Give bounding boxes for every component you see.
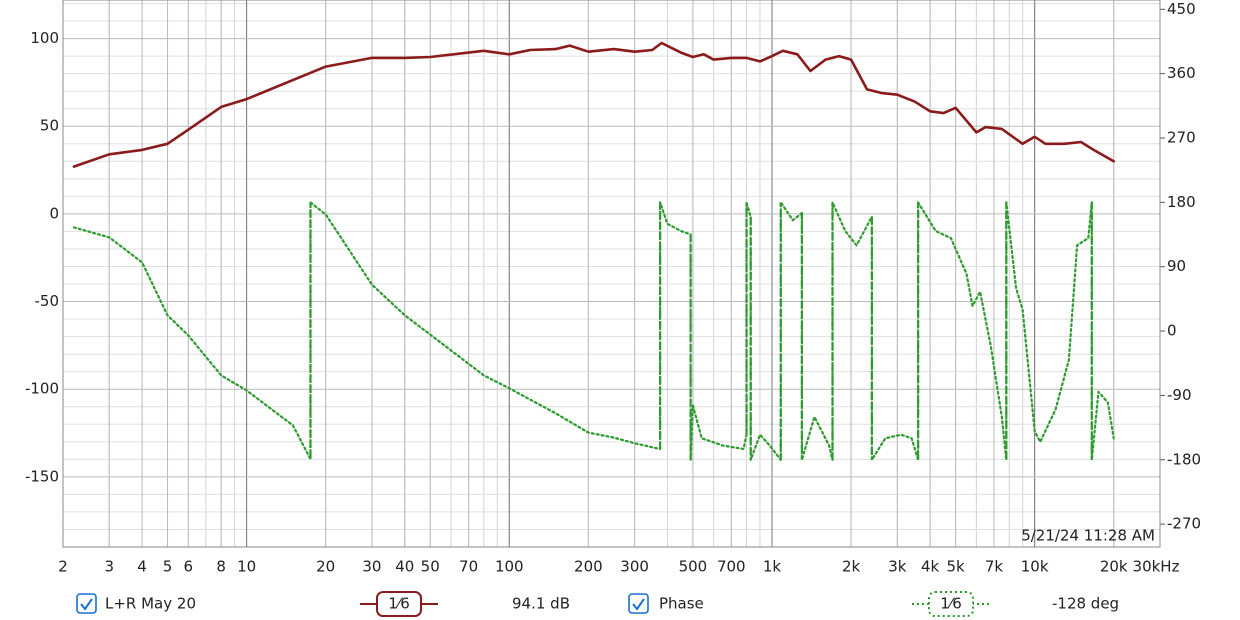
x-tick-label: 30kHz <box>1133 558 1180 576</box>
x-tick-label: 10k <box>1021 558 1049 576</box>
x-tick-label: 6 <box>184 558 194 576</box>
x-tick-label: 100 <box>495 558 524 576</box>
legend-label: Phase <box>659 595 704 613</box>
y2-tick-label: -180 <box>1167 450 1201 468</box>
x-tick-label: 8 <box>216 558 226 576</box>
y-tick-label: 50 <box>40 117 59 135</box>
x-tick-label: 500 <box>679 558 708 576</box>
x-tick-label: 2 <box>58 558 68 576</box>
x-tick-label: 4 <box>137 558 147 576</box>
y2-tick-label: 270 <box>1167 129 1196 147</box>
y-tick-label: -50 <box>35 292 60 310</box>
x-tick-label: 20 <box>316 558 335 576</box>
y2-tick-label: 90 <box>1167 257 1186 275</box>
legend-entry[interactable]: L+R May 20 1⁄6 94.1 dB <box>76 591 570 617</box>
legend-check <box>632 598 645 611</box>
y-tick-label: -100 <box>25 380 59 398</box>
plot-frame <box>62 0 1161 548</box>
legend-checkbox <box>76 593 97 614</box>
y2-tick-label: 450 <box>1167 0 1196 18</box>
x-tick-label: 40 <box>395 558 414 576</box>
x-tick-label: 10 <box>237 558 256 576</box>
y2-tick-label: -270 <box>1167 515 1201 533</box>
legend-readout: -128 deg <box>1052 595 1119 613</box>
x-tick-label: 200 <box>574 558 603 576</box>
x-tick-label: 7k <box>985 558 1004 576</box>
x-tick-label: 1k <box>763 558 782 576</box>
x-tick-label: 70 <box>459 558 478 576</box>
y-tick-label: 100 <box>30 29 59 47</box>
y-tick-label: -150 <box>25 467 59 485</box>
x-tick-label: 700 <box>717 558 746 576</box>
x-tick-label: 5k <box>946 558 965 576</box>
legend-checkbox <box>628 593 649 614</box>
legend-smoothing-box <box>376 591 422 617</box>
legend-check <box>80 598 93 611</box>
x-tick-label: 30 <box>362 558 381 576</box>
y-tick-label: 0 <box>49 204 59 222</box>
timestamp: 5/21/24 11:28 AM <box>1021 527 1155 545</box>
x-tick-label: 50 <box>421 558 440 576</box>
y2-tick-label: -90 <box>1167 386 1192 404</box>
y2-tick-label: 360 <box>1167 64 1196 82</box>
phase-line <box>72 201 1115 461</box>
x-tick-label: 20k <box>1100 558 1128 576</box>
spl-line <box>72 41 1115 168</box>
legend-readout: 94.1 dB <box>512 595 570 613</box>
legend-smoothing-box <box>928 591 974 617</box>
legend-smoothing: 1⁄6 <box>388 595 410 613</box>
legend-smoothing: 1⁄6 <box>940 595 962 613</box>
x-tick-label: 4k <box>921 558 940 576</box>
x-tick-label: 5 <box>163 558 173 576</box>
x-tick-label: 2k <box>842 558 861 576</box>
y2-tick-label: 180 <box>1167 193 1196 211</box>
x-tick-label: 300 <box>620 558 649 576</box>
x-tick-label: 3k <box>888 558 907 576</box>
y2-tick-label: 0 <box>1167 322 1177 340</box>
x-tick-label: 3 <box>104 558 114 576</box>
legend-label: L+R May 20 <box>105 595 196 613</box>
legend-entry[interactable]: Phase 1⁄6 -128 deg <box>628 591 1119 617</box>
